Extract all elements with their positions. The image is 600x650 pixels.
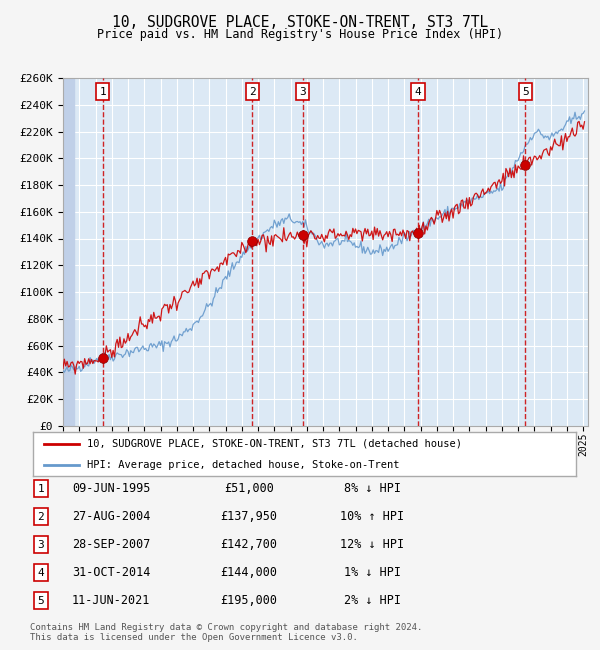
- Text: £137,950: £137,950: [221, 510, 277, 523]
- Bar: [63, 78, 74, 426]
- Text: 10, SUDGROVE PLACE, STOKE-ON-TRENT, ST3 7TL: 10, SUDGROVE PLACE, STOKE-ON-TRENT, ST3 …: [112, 15, 488, 30]
- Text: 09-JUN-1995: 09-JUN-1995: [72, 482, 150, 495]
- Text: 3: 3: [299, 86, 306, 97]
- Text: 11-JUN-2021: 11-JUN-2021: [72, 594, 150, 607]
- Text: 2% ↓ HPI: 2% ↓ HPI: [343, 594, 401, 607]
- Text: 5: 5: [522, 86, 529, 97]
- Text: £142,700: £142,700: [221, 538, 277, 551]
- Text: 2: 2: [37, 512, 44, 522]
- Text: HPI: Average price, detached house, Stoke-on-Trent: HPI: Average price, detached house, Stok…: [88, 460, 400, 470]
- Text: Price paid vs. HM Land Registry's House Price Index (HPI): Price paid vs. HM Land Registry's House …: [97, 28, 503, 41]
- Text: 27-AUG-2004: 27-AUG-2004: [72, 510, 150, 523]
- Text: 8% ↓ HPI: 8% ↓ HPI: [343, 482, 401, 495]
- Text: 4: 4: [415, 86, 421, 97]
- Text: 1% ↓ HPI: 1% ↓ HPI: [343, 566, 401, 579]
- Text: 28-SEP-2007: 28-SEP-2007: [72, 538, 150, 551]
- Text: Contains HM Land Registry data © Crown copyright and database right 2024.
This d: Contains HM Land Registry data © Crown c…: [30, 623, 422, 642]
- Text: 5: 5: [37, 595, 44, 606]
- Text: 31-OCT-2014: 31-OCT-2014: [72, 566, 150, 579]
- Text: 3: 3: [37, 540, 44, 550]
- Text: 2: 2: [249, 86, 256, 97]
- Text: 4: 4: [37, 567, 44, 578]
- Text: £195,000: £195,000: [221, 594, 277, 607]
- Text: 12% ↓ HPI: 12% ↓ HPI: [340, 538, 404, 551]
- Text: 1: 1: [37, 484, 44, 494]
- Text: 10% ↑ HPI: 10% ↑ HPI: [340, 510, 404, 523]
- Text: £51,000: £51,000: [224, 482, 274, 495]
- Text: 1: 1: [99, 86, 106, 97]
- Text: 10, SUDGROVE PLACE, STOKE-ON-TRENT, ST3 7TL (detached house): 10, SUDGROVE PLACE, STOKE-ON-TRENT, ST3 …: [88, 439, 463, 448]
- Text: £144,000: £144,000: [221, 566, 277, 579]
